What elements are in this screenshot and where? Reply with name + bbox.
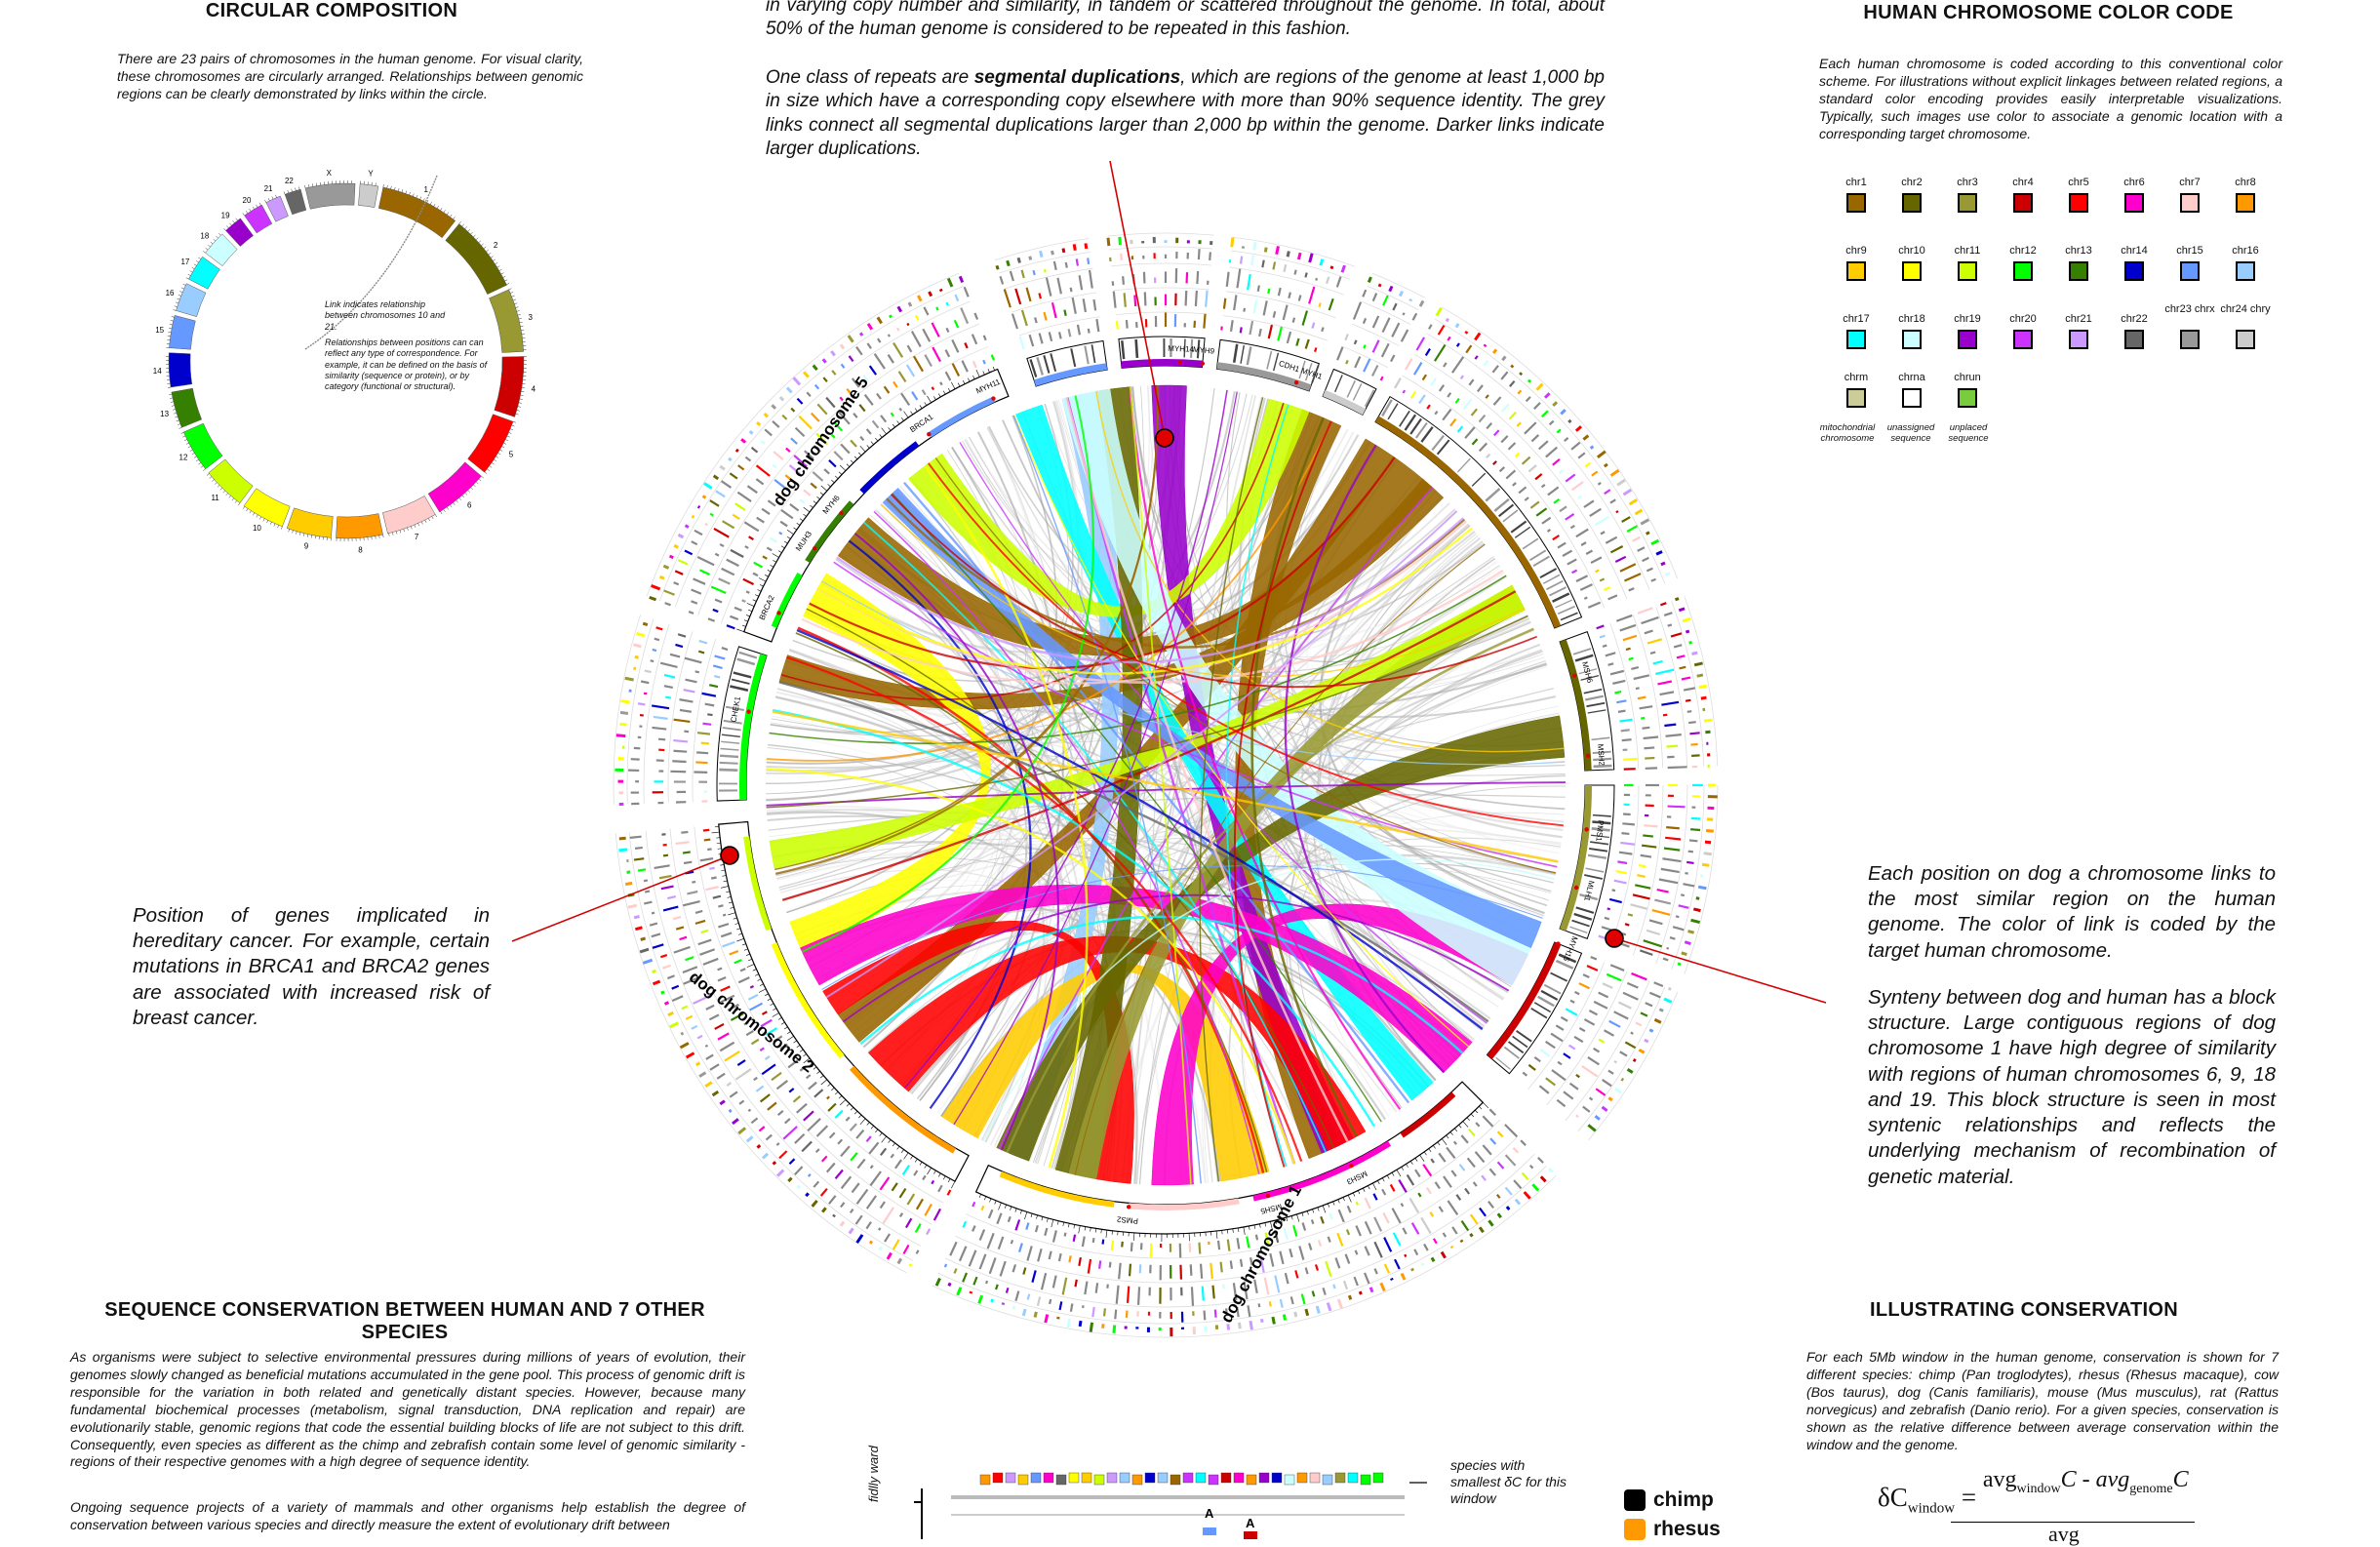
sequence-conservation-title: SEQUENCE CONSERVATION BETWEEN HUMAN AND …	[68, 1299, 741, 1344]
illustrating-title: ILLUSTRATING CONSERVATION	[1809, 1299, 2239, 1322]
callout-dot-repeats	[1156, 429, 1173, 447]
sequence-conservation-text-1: As organisms were subject to selective e…	[70, 1349, 745, 1471]
conservation-mini-panel: A A	[892, 1471, 1439, 1539]
sequence-conservation-text-2: Ongoing sequence projects of a variety o…	[70, 1499, 745, 1534]
species-color-box	[1624, 1489, 1646, 1511]
dog-text-1: Each position on dog a chromosome links …	[1868, 861, 2276, 964]
formula-den: avg	[2048, 1522, 2080, 1547]
cancer-text: Position of genes implicated in heredita…	[133, 903, 490, 1031]
species-note: species with smallest δC for this window	[1450, 1457, 1567, 1506]
mini-marker-a1: A	[1205, 1506, 1214, 1521]
species-name: rhesus	[1653, 1518, 1721, 1540]
formula-num-c: C	[2173, 1467, 2189, 1492]
illustrating-text: For each 5Mb window in the human genome,…	[1806, 1349, 2279, 1453]
formula-num-b: C - avg	[2061, 1467, 2130, 1492]
formula-num-a: avg	[1983, 1467, 2017, 1492]
callout-dot-cancer	[721, 847, 738, 864]
callout-dot-dog	[1606, 930, 1623, 947]
species-color-box	[1624, 1519, 1646, 1540]
formula-num-a-sub: window	[2016, 1482, 2060, 1496]
mini-panel-side-label: fidlly ward	[866, 1463, 881, 1502]
formula-lhs-sub: window	[1908, 1500, 1955, 1516]
formula-lhs: δC	[1878, 1483, 1908, 1512]
dog-text-2: Synteny between dog and human has a bloc…	[1868, 985, 2276, 1190]
species-legend-rhesus: rhesus	[1624, 1518, 1721, 1541]
conservation-formula: δCwindow = avgwindowC - avggenomeC avg	[1878, 1483, 2287, 1517]
species-legend-chimp: chimp	[1624, 1488, 1714, 1512]
formula-num-b-sub: genome	[2129, 1482, 2172, 1496]
species-name: chimp	[1653, 1488, 1714, 1511]
mini-marker-a2: A	[1246, 1516, 1255, 1530]
